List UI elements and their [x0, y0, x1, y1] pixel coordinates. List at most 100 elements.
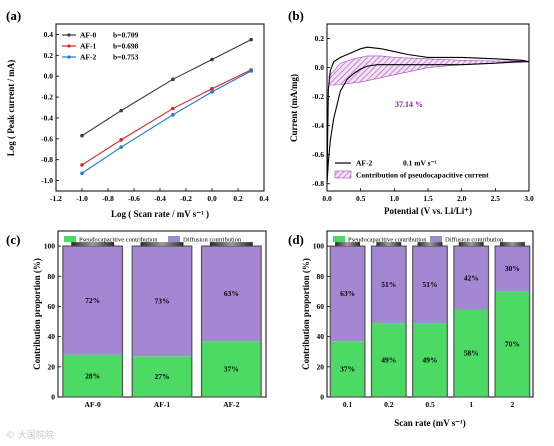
- x-tick-label: 1: [469, 400, 473, 409]
- legend-b-value-af-1: b=0.698: [113, 42, 139, 51]
- legend-marker-af-2: [67, 55, 71, 59]
- legend-label-pseudocapacitive: Contribution of pseudocapacitive current: [356, 171, 489, 180]
- y-axis-label: Contribution proportion (%): [32, 258, 42, 370]
- y-tick-label: -0.2: [41, 93, 53, 102]
- legend-label-pseudocapacitive: Pseudocapacitive contribution: [79, 237, 158, 244]
- bar-value-label: 27%: [155, 372, 170, 381]
- bar-pseudocapacitive: [495, 291, 530, 397]
- y-tick-label: -0.8: [312, 179, 324, 188]
- y-axis-label: Log ( Peak current / mA): [6, 60, 16, 157]
- x-axis-label: Log ( Scan rate / mV s⁻¹ ): [111, 209, 209, 219]
- x-tick-label: 0.2: [384, 400, 394, 409]
- data-point-af-1: [80, 163, 84, 167]
- bar-pseudocapacitive: [62, 354, 123, 397]
- x-tick-label: AF-1: [154, 400, 170, 409]
- data-point-af-0: [210, 57, 214, 62]
- y-tick-label: 60: [48, 302, 56, 311]
- series-line-af-0: [81, 39, 252, 137]
- legend-marker-af-0: [67, 33, 71, 37]
- data-point-af-1: [119, 138, 123, 142]
- y-tick-label: -0.6: [41, 134, 53, 143]
- x-tick-label: 0.1: [343, 400, 353, 409]
- bar-pseudocapacitive: [132, 356, 192, 397]
- data-point-af-0: [249, 37, 253, 42]
- bar-diffusion: [371, 246, 407, 324]
- x-tick-label: -1.2: [50, 194, 62, 203]
- y-tick-label: 80: [48, 272, 56, 281]
- bar-value-label: 63%: [340, 289, 355, 298]
- x-tick-label: -0.2: [180, 194, 192, 203]
- x-tick-label: 0.2: [233, 194, 243, 203]
- bar-value-label: 58%: [464, 349, 479, 358]
- bar-value-label: 70%: [505, 340, 520, 349]
- legend-label-pseudocapacitive: Pseudocapacitive contribution: [348, 237, 427, 244]
- y-tick-label: -1.0: [41, 176, 53, 185]
- data-point-af-1: [171, 106, 175, 111]
- bar-value-label: 51%: [423, 280, 438, 289]
- watermark: © 大国院院: [6, 431, 54, 441]
- battery-cap: [209, 242, 253, 247]
- legend-swatch-pseudocapacitive: [64, 236, 76, 242]
- x-axis-label: Potential (V vs. Li/Li⁺): [384, 206, 472, 216]
- panel-label-d: (d): [288, 232, 304, 247]
- data-point-af-2: [119, 145, 123, 149]
- bar-value-label: 49%: [423, 356, 438, 365]
- legend-label-diffusion: Diffusion contribution: [183, 237, 242, 244]
- x-tick-label: 2.0: [457, 194, 467, 203]
- bar-diffusion: [412, 246, 448, 324]
- legend-b-value-af-2: b=0.753: [113, 53, 139, 62]
- y-tick-label: 20: [48, 362, 56, 371]
- y-tick-label: 0.2: [315, 34, 325, 43]
- y-tick-label: 100: [44, 242, 56, 251]
- battery-cap: [335, 242, 361, 247]
- bar-pseudocapacitive: [453, 309, 489, 397]
- y-tick-label: 60: [317, 302, 325, 311]
- y-tick-label: -0.2: [312, 92, 324, 101]
- y-axis-label: Current (mA/mg): [289, 74, 299, 142]
- bar-diffusion: [201, 246, 262, 342]
- y-tick-label: -0.4: [312, 121, 324, 130]
- y-tick-label: 0.0: [44, 72, 54, 81]
- x-tick-label: 0.4: [259, 194, 269, 203]
- y-tick-label: 100: [313, 242, 325, 251]
- bar-value-label: 63%: [224, 289, 239, 298]
- bar-diffusion: [330, 246, 365, 342]
- y-tick-label: -0.4: [41, 113, 53, 122]
- x-tick-label: 0.5: [425, 400, 435, 409]
- battery-cap: [376, 242, 402, 247]
- x-tick-label: -0.8: [102, 194, 114, 203]
- y-tick-label: 40: [317, 332, 325, 341]
- data-point-af-1: [210, 86, 214, 91]
- bar-value-label: 72%: [85, 296, 100, 305]
- x-tick-label: -0.6: [128, 194, 140, 203]
- battery-cap: [71, 242, 115, 247]
- cv-curve-line: [326, 46, 530, 184]
- x-tick-label: 3.0: [524, 194, 534, 203]
- panel-label-b: (b): [288, 8, 304, 23]
- panel-b-cv-plot: 0.0 0.5 1.0 1.5 2.0 2.5 3.0 -0.8 -0.6 -0.4 -0.2 0.0…: [289, 23, 534, 216]
- x-tick-label: AF-2: [223, 400, 239, 409]
- legend-swatch-pseudocapacitive: [333, 236, 345, 242]
- y-tick-label: 20: [317, 362, 325, 371]
- x-tick-label: 0.0: [207, 194, 217, 203]
- bar-value-label: 73%: [155, 297, 170, 306]
- legend-b-value-af-0: b=0.709: [113, 31, 139, 40]
- bar-value-label: 37%: [340, 365, 355, 374]
- legend-swatch-pseudocapacitive: [334, 170, 352, 179]
- bar-pseudocapacitive: [371, 323, 407, 397]
- legend-label-af-1: AF-1: [80, 42, 96, 51]
- bar-pseudocapacitive: [412, 323, 448, 397]
- battery-cap: [458, 242, 484, 247]
- bar-diffusion: [132, 246, 192, 357]
- bar-value-label: 37%: [224, 365, 239, 374]
- pseudocapacitive-percent-annotation: 37.14 %: [395, 100, 423, 109]
- y-tick-label: 0: [320, 393, 324, 402]
- y-tick-label: 80: [317, 272, 325, 281]
- y-tick-label: 40: [48, 332, 56, 341]
- bar-value-label: 42%: [464, 273, 479, 282]
- panel-label-c: (c): [6, 232, 20, 247]
- data-point-af-0: [119, 108, 123, 113]
- bar-value-label: 49%: [381, 356, 396, 365]
- panel-c-bar-chart: 0 20 40 60 80 100 AF-0 AF-1 AF-2 28% 72% 27% 73% 37%…: [32, 230, 267, 409]
